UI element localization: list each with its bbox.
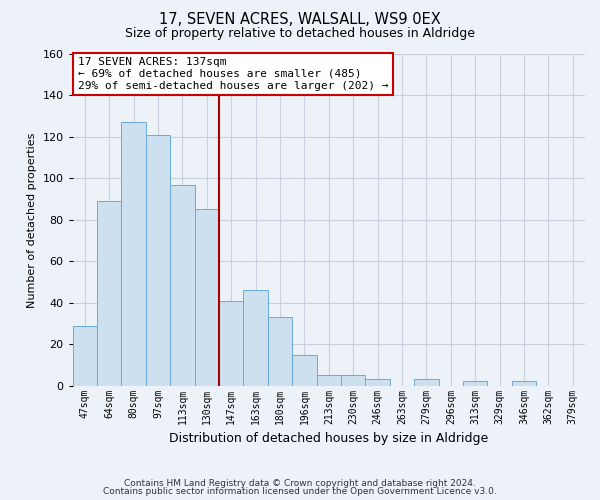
Bar <box>121 122 146 386</box>
Bar <box>244 290 268 386</box>
X-axis label: Distribution of detached houses by size in Aldridge: Distribution of detached houses by size … <box>169 432 488 445</box>
Y-axis label: Number of detached properties: Number of detached properties <box>27 132 37 308</box>
Text: 17, SEVEN ACRES, WALSALL, WS9 0EX: 17, SEVEN ACRES, WALSALL, WS9 0EX <box>159 12 441 28</box>
Text: Contains public sector information licensed under the Open Government Licence v3: Contains public sector information licen… <box>103 487 497 496</box>
Bar <box>292 354 317 386</box>
Bar <box>170 184 194 386</box>
Bar <box>268 317 292 386</box>
Text: Contains HM Land Registry data © Crown copyright and database right 2024.: Contains HM Land Registry data © Crown c… <box>124 478 476 488</box>
Bar <box>146 135 170 386</box>
Bar <box>512 382 536 386</box>
Bar <box>194 210 219 386</box>
Text: 17 SEVEN ACRES: 137sqm
← 69% of detached houses are smaller (485)
29% of semi-de: 17 SEVEN ACRES: 137sqm ← 69% of detached… <box>78 58 388 90</box>
Bar <box>341 376 365 386</box>
Bar <box>219 300 244 386</box>
Bar <box>317 376 341 386</box>
Bar <box>73 326 97 386</box>
Bar <box>414 380 439 386</box>
Bar <box>463 382 487 386</box>
Bar <box>97 201 121 386</box>
Bar <box>365 380 390 386</box>
Text: Size of property relative to detached houses in Aldridge: Size of property relative to detached ho… <box>125 28 475 40</box>
